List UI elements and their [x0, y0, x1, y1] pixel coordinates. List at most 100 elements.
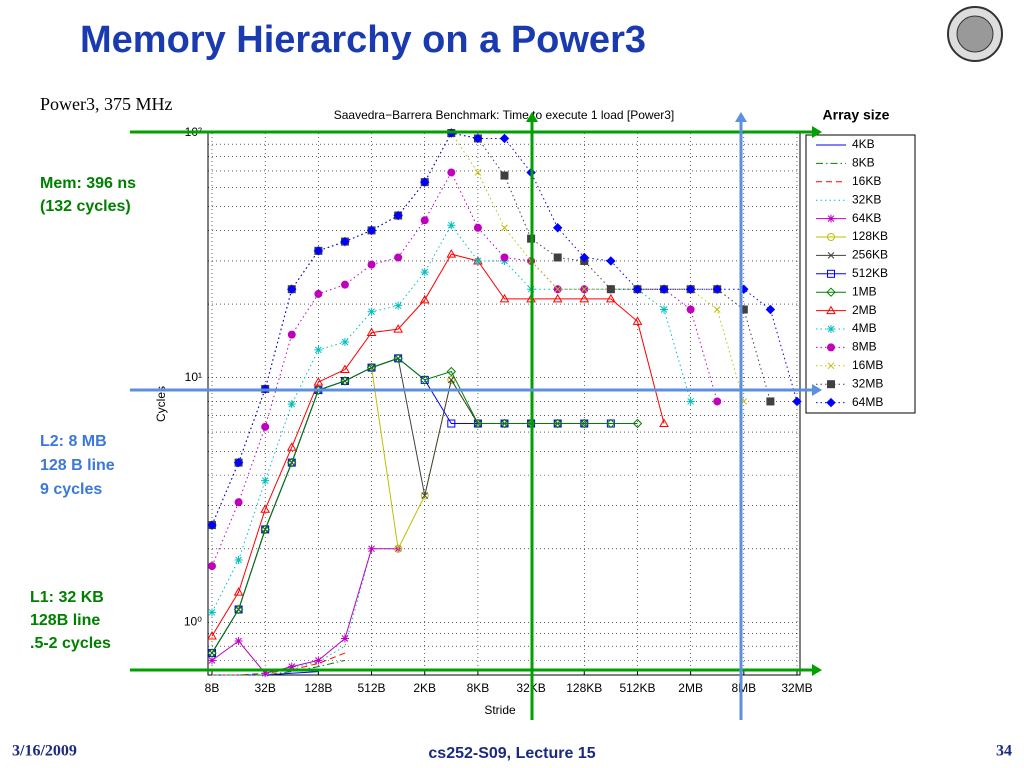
marker [233, 457, 244, 468]
legend-label: 8MB [852, 340, 877, 354]
marker [447, 168, 456, 177]
x-tick-label: 8B [205, 681, 220, 695]
annotation: Mem: 396 ns [40, 175, 136, 192]
marker [287, 330, 296, 339]
legend-label: 4KB [852, 137, 875, 151]
series-line [211, 357, 638, 654]
x-axis-label: Stride [484, 703, 516, 717]
annotation: L1: 32 KB [30, 589, 104, 606]
marker [393, 353, 403, 364]
marker [261, 422, 270, 431]
legend-marker [827, 343, 835, 352]
x-tick-label: 2KB [413, 681, 436, 695]
marker [554, 285, 562, 293]
footer-course: cs252-S09, Lecture 15 [428, 745, 595, 762]
marker [606, 418, 616, 429]
marker [473, 133, 483, 144]
marker [552, 223, 563, 233]
marker [447, 376, 455, 384]
x-tick-label: 512B [358, 681, 386, 695]
marker [207, 520, 217, 530]
marker [420, 216, 429, 225]
marker [394, 544, 403, 553]
marker [446, 366, 457, 377]
marker [394, 301, 403, 310]
marker [606, 285, 615, 294]
marker [340, 376, 350, 386]
series-line [211, 132, 771, 526]
x-tick-label: 32MB [781, 681, 812, 695]
marker [686, 397, 695, 406]
marker [660, 305, 669, 314]
marker [340, 364, 350, 374]
marker [552, 293, 563, 303]
chart-title: Saavedra−Barrera Benchmark: Time to exec… [334, 108, 675, 122]
marker [233, 587, 244, 596]
marker [552, 418, 563, 429]
marker [685, 284, 696, 294]
annotation: 128 B line [40, 457, 115, 474]
y-axis-label: Cycles [154, 386, 168, 422]
marker [580, 285, 588, 293]
marker [340, 634, 349, 643]
legend-label: 8KB [852, 156, 875, 170]
marker [419, 294, 430, 304]
marker [420, 491, 429, 500]
marker [366, 225, 377, 236]
marker [499, 293, 510, 303]
marker [473, 256, 482, 265]
marker [420, 375, 430, 385]
marker [287, 457, 297, 468]
marker [207, 648, 217, 658]
legend-label: 1MB [852, 284, 877, 298]
legend-marker [827, 325, 835, 333]
marker [393, 210, 403, 221]
marker [606, 293, 616, 303]
legend-label: 128KB [852, 229, 888, 243]
marker [367, 307, 376, 316]
marker [367, 260, 376, 269]
marker [207, 631, 217, 640]
annotations: Mem: 396 ns (132 cycles) L2: 8 MB 128 B … [30, 175, 136, 652]
marker [234, 498, 243, 507]
x-tick-label: 32B [255, 681, 276, 695]
page-number: 34 [996, 743, 1012, 760]
marker [314, 345, 323, 354]
legend-marker [826, 397, 836, 408]
marker [366, 362, 377, 373]
marker [712, 284, 722, 294]
y-tick-label: 10¹ [185, 370, 202, 384]
x-tick-label: 128B [304, 681, 332, 695]
marker [579, 418, 589, 429]
marker [686, 305, 695, 314]
annotation: L2: 8 MB [40, 433, 107, 450]
marker [501, 224, 508, 232]
marker [606, 256, 616, 266]
series-line [211, 548, 399, 674]
marker [632, 418, 643, 429]
annotation: (132 cycles) [40, 198, 131, 215]
marker [394, 253, 403, 262]
marker [314, 656, 323, 665]
footer-date: 3/16/2009 [12, 743, 77, 760]
marker [473, 223, 482, 232]
marker [234, 636, 243, 645]
subtitle: Power3, 375 MHz [40, 94, 173, 114]
marker [500, 253, 509, 262]
marker [234, 555, 243, 564]
marker [393, 324, 403, 333]
marker [659, 418, 669, 428]
annotation: 128B line [30, 612, 100, 629]
legend-label: 512KB [852, 266, 888, 280]
marker [233, 604, 244, 615]
legend-label: 2MB [852, 303, 877, 317]
marker [553, 253, 562, 262]
annotation-lines [130, 112, 822, 720]
legend-label: 4MB [852, 321, 877, 335]
marker [499, 133, 510, 144]
marker [287, 400, 296, 409]
x-tick-label: 8KB [467, 681, 490, 695]
marker [261, 476, 270, 485]
series-line [212, 652, 346, 676]
